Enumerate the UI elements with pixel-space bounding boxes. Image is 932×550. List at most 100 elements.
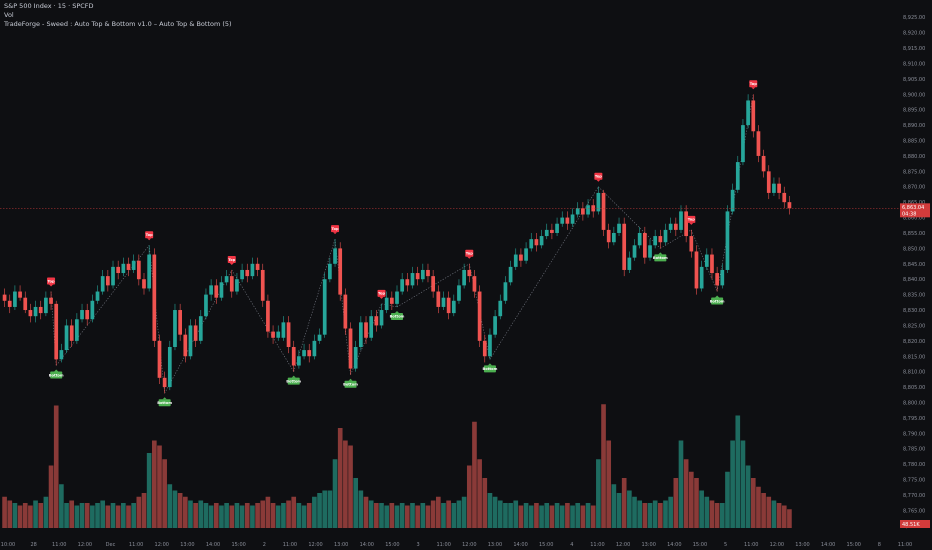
volume-bar [658, 503, 663, 528]
price-tick-label: 8,880.00 [903, 154, 925, 160]
zigzag-segment [598, 186, 661, 249]
candle-body [498, 300, 503, 317]
time-tick-label: 13:00 [334, 542, 348, 548]
candle-body [617, 223, 621, 233]
candle-body [178, 310, 182, 335]
marker-pointer [689, 222, 694, 225]
marker-label: Bottom [157, 401, 172, 405]
volume-bar [678, 440, 684, 528]
zigzag-segment [293, 239, 336, 372]
candle-body [250, 263, 255, 277]
marker-label: Bottom [343, 383, 358, 387]
volume-bar [637, 500, 643, 528]
volume-bar [2, 496, 7, 528]
candle-body [782, 192, 787, 203]
price-tick-label: 8,805.00 [903, 385, 925, 391]
volume-bar [306, 503, 312, 528]
candle-body [694, 251, 699, 289]
bottom-marker [711, 297, 724, 305]
candle-body [777, 183, 781, 193]
marker-label: Top [378, 292, 385, 296]
volume-bar [688, 471, 694, 528]
price-tick-label: 8,835.00 [903, 293, 925, 299]
volume-bar [115, 505, 121, 528]
volume-bar [53, 405, 59, 528]
candle-body [193, 325, 198, 341]
price-tick-label: 8,860.00 [903, 216, 925, 222]
time-tick-label: 2 [263, 542, 266, 548]
marker-pointer [348, 378, 353, 381]
candle-body [75, 319, 79, 341]
volume-bar [17, 505, 23, 528]
candle-body [209, 285, 213, 295]
candle-body [69, 325, 74, 341]
candle-body [426, 269, 430, 277]
candle-body [488, 334, 492, 357]
candle-body [348, 328, 353, 369]
volume-bar [353, 478, 359, 528]
volume-bar [7, 500, 13, 528]
candle-body [224, 276, 229, 283]
volume-bar [606, 440, 612, 528]
candle-body [286, 322, 291, 348]
volume-bar [239, 505, 245, 528]
candle-body [648, 245, 652, 258]
volume-bar [374, 503, 379, 528]
candle-body [446, 297, 451, 314]
volume-bar [343, 440, 348, 528]
price-tick-label: 8,885.00 [903, 139, 925, 145]
zigzag-segment [489, 186, 599, 360]
volume-bar [33, 500, 38, 528]
candle-body [364, 322, 368, 338]
time-axis[interactable]: 10:00 28 11:00 12:00 Dec 11:00 12:00 13:00 14:00… [1, 542, 912, 548]
top-marker [145, 231, 154, 239]
symbol-title[interactable]: S&P 500 Index · 15 · SPCFD [4, 2, 94, 10]
volume-bar [534, 503, 539, 528]
price-tick-label: 8,850.00 [903, 246, 925, 252]
volume-indicator-label[interactable]: Vol [4, 11, 14, 19]
volume-bar [157, 445, 162, 528]
time-tick-label: 3 [416, 542, 419, 548]
indicator-title[interactable]: TradeForge - Sweed : Auto Top & Bottom v… [4, 20, 232, 28]
volume-bar [410, 503, 415, 528]
marker-pointer [467, 256, 472, 259]
volume-bar [151, 440, 157, 528]
volume-bar [270, 503, 276, 528]
candle-body [188, 325, 193, 357]
candle-body [379, 310, 384, 326]
marker-label: Top [228, 258, 235, 262]
candle-body [105, 276, 110, 286]
price-tick-label: 8,900.00 [903, 92, 925, 98]
candle-body [756, 131, 761, 156]
bottom-marker [50, 371, 63, 379]
price-tick-label: 8,925.00 [903, 15, 925, 21]
volume-bar [203, 503, 209, 528]
volume-bar [260, 500, 266, 528]
candle-body [519, 254, 523, 261]
candle-body [260, 269, 265, 301]
volume-bar [275, 505, 281, 528]
candle-body [529, 239, 534, 249]
candle-body [49, 297, 53, 304]
volume-bar [430, 500, 436, 528]
time-tick-label: 11:00 [283, 542, 297, 548]
price-candles [2, 94, 792, 394]
candle-body [679, 211, 683, 230]
volume-bar [281, 503, 286, 528]
candle-body [544, 229, 549, 237]
volume-bar [84, 503, 90, 528]
price-tick-label: 8,920.00 [903, 31, 925, 37]
volume-bar [193, 503, 198, 528]
candle-body [720, 269, 725, 286]
marker-label: Bottom [483, 367, 498, 371]
volume-bar [12, 503, 18, 528]
volume-bar [451, 503, 457, 528]
candle-body [689, 236, 694, 252]
price-tick-label: 8,765.00 [903, 508, 925, 514]
volume-bar [549, 505, 555, 528]
volume-bar [105, 505, 111, 528]
candle-body [147, 254, 152, 289]
zigzag-segment [148, 245, 165, 394]
candle-body [601, 192, 606, 230]
